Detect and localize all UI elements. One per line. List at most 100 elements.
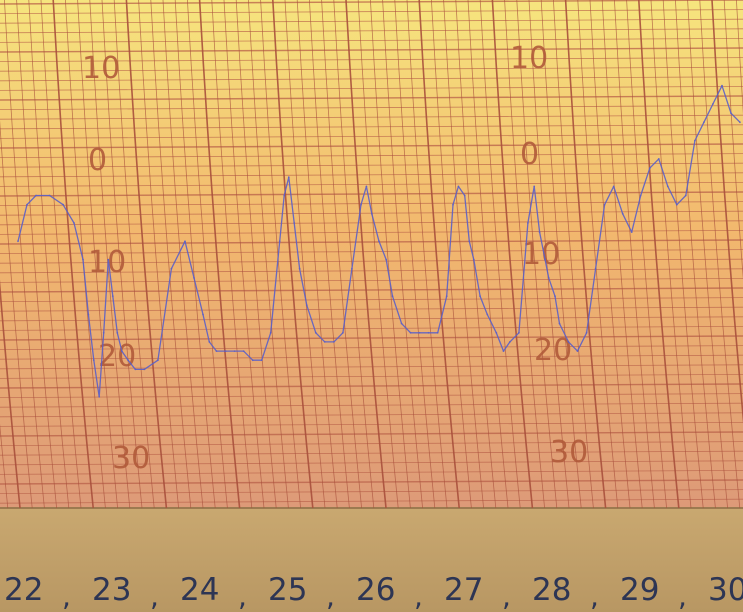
grid-line-time [0,279,21,508]
data-point [360,203,362,206]
data-point [98,395,101,398]
data-point [73,222,75,224]
grid-line-time [528,0,570,508]
data-point [400,322,403,325]
data-point [457,185,460,188]
grid-line-time [553,0,594,508]
grid-line-time [28,0,70,508]
grid-line-time [345,0,387,508]
data-point [378,240,380,243]
data-point [538,231,541,234]
grid-line-time [564,0,607,508]
data-point [527,222,529,224]
day-label: 24 [180,572,219,608]
data-point [486,313,489,316]
grid-line-time [333,0,375,508]
grid-line-time [455,0,497,508]
data-point [576,350,579,352]
grid-line-horizontal [0,162,743,168]
grid-line-time [382,0,423,508]
grid-line-time [65,0,106,508]
grid-line-time [540,0,582,508]
grid-line-time [711,0,743,424]
grid-line-horizontal [0,124,743,130]
day-separator: , [150,580,159,612]
grid-line-time [662,0,704,508]
chart-footer-strip [0,508,743,612]
grid-line-time [0,120,33,508]
data-point [184,240,186,243]
data-point [293,222,296,224]
data-point [287,176,290,179]
day-separator: , [502,580,511,612]
grid-line-time [138,0,179,508]
data-point [739,121,741,124]
data-point [684,194,687,197]
grid-line-time [614,0,655,508]
day-label: 27 [444,572,483,608]
grid-line-time [601,0,643,508]
data-point [215,350,218,352]
data-point [533,185,536,188]
grid-line-horizontal [0,47,743,53]
day-label: 29 [620,572,659,608]
grid-line-horizontal [0,460,743,466]
grid-line-horizontal [0,450,743,456]
grid-line-time [309,0,350,508]
data-point [233,350,236,352]
grid-line-time [187,0,228,508]
grid-line-horizontal [0,66,743,72]
grid-line-time [370,0,411,508]
day-separator: , [590,580,599,612]
grid-line-time [77,0,118,508]
grid-line-horizontal [0,498,743,504]
data-point [472,258,475,261]
data-point [298,267,301,270]
data-point [202,313,204,316]
day-label: 26 [356,572,395,608]
grid-line-time [16,0,57,508]
data-point [224,350,227,352]
grid-line-time [211,0,253,508]
grid-line-time [516,0,558,508]
data-point [409,331,412,334]
grid-line-time [723,0,743,280]
data-point [116,331,119,334]
scale-label-left: 10 [82,51,120,86]
grid-line-horizontal [0,86,743,91]
data-point [48,194,51,197]
scale-labels-right: 10 0 10 20 30 [510,41,588,470]
grid-line-time [223,0,265,508]
data-point [547,277,550,279]
grid-line-horizontal [0,431,743,437]
grid-line-time [248,0,289,508]
grid-line-time [394,0,436,508]
data-point [612,185,615,188]
grid-line-horizontal [0,316,743,322]
grid-line-time [418,0,460,508]
data-point [35,194,37,197]
series-line [17,85,741,398]
data-point [666,185,669,188]
day-separator: , [238,580,247,612]
data-point [463,194,466,197]
grid-line-time [577,0,619,508]
data-point [134,368,137,371]
day-label: 23 [92,572,131,608]
data-point [445,295,448,298]
grid-line-horizontal [0,287,743,293]
grid-line-horizontal [0,114,743,120]
data-point [585,331,588,334]
data-point [365,185,368,188]
horizontal-grid [0,0,743,504]
day-label: 30 [708,572,743,608]
data-point [323,341,326,343]
grid-line-horizontal [0,373,743,379]
grid-line-horizontal [0,325,743,331]
grid-line-horizontal [0,191,743,197]
grid-line-horizontal [0,258,743,264]
grid-line-horizontal [0,489,743,495]
scale-label-left: 30 [112,441,150,476]
data-point [712,103,714,105]
